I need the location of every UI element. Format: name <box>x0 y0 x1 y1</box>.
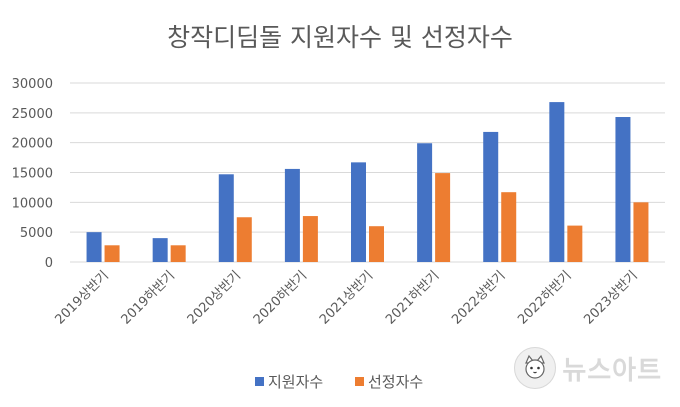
bar-지원자수-2022하반기 <box>549 102 565 263</box>
bar-선정자수-2021상반기 <box>369 226 384 262</box>
bar-선정자수-2023상반기 <box>633 202 649 262</box>
y-tick-label: 15000 <box>12 167 53 182</box>
y-tick-label: 20000 <box>12 137 53 152</box>
watermark: 뉴스아트 <box>514 347 662 389</box>
bar-지원자수-2023상반기 <box>615 117 631 262</box>
y-tick-label: 25000 <box>12 107 53 122</box>
legend-swatch <box>355 377 364 386</box>
bar-지원자수-2019하반기 <box>152 238 168 262</box>
x-tick-label: 2020하반기 <box>251 268 310 327</box>
x-tick-label: 2022하반기 <box>515 268 574 327</box>
bar-선정자수-2020하반기 <box>302 216 318 262</box>
x-tick-label: 2021상반기 <box>317 268 376 327</box>
x-tick-label: 2020상반기 <box>185 268 244 327</box>
y-tick-label: 30000 <box>12 77 53 92</box>
chart-title: 창작디딤돌 지원자수 및 선정자수 <box>167 23 513 52</box>
bar-지원자수-2022상반기 <box>483 131 499 262</box>
bar-지원자수-2019상반기 <box>86 232 102 262</box>
bar-series <box>86 102 649 263</box>
x-tick-label: 2023상반기 <box>581 268 640 327</box>
watermark-text: 뉴스아트 <box>562 355 662 386</box>
legend-swatch <box>255 377 264 386</box>
bar-선정자수-2020상반기 <box>236 217 252 262</box>
y-tick-label: 5000 <box>20 226 53 241</box>
y-tick-label: 10000 <box>12 196 53 211</box>
cat-logo-icon <box>514 347 557 389</box>
x-tick-label: 2019상반기 <box>53 268 112 327</box>
bar-지원자수-2020하반기 <box>284 168 300 262</box>
x-tick-label: 2022상반기 <box>449 268 508 327</box>
grid-lines <box>70 82 665 263</box>
bar-선정자수-2019하반기 <box>170 245 186 262</box>
bar-선정자수-2022상반기 <box>501 192 517 262</box>
y-tick-label: 0 <box>45 256 53 271</box>
bar-지원자수-2020상반기 <box>218 174 234 262</box>
x-tick-label: 2019하반기 <box>119 268 178 327</box>
legend: 지원자수 선정자수 <box>255 373 423 391</box>
bar-지원자수-2021하반기 <box>417 143 433 262</box>
x-axis-ticks: 2019상반기 2019하반기 2020상반기 2020하반기 2021상반기 2021하… <box>53 268 641 327</box>
bar-지원자수-2021상반기 <box>351 162 366 262</box>
x-tick-label: 2021하반기 <box>383 268 442 327</box>
legend-label: 선정자수 <box>368 373 423 391</box>
bar-선정자수-2021하반기 <box>435 173 451 262</box>
y-axis-ticks: 0 5000 10000 15000 20000 25000 30000 <box>12 77 53 271</box>
legend-label: 지원자수 <box>268 373 323 391</box>
bar-선정자수-2019상반기 <box>104 245 120 262</box>
bar-선정자수-2022하반기 <box>567 225 583 262</box>
